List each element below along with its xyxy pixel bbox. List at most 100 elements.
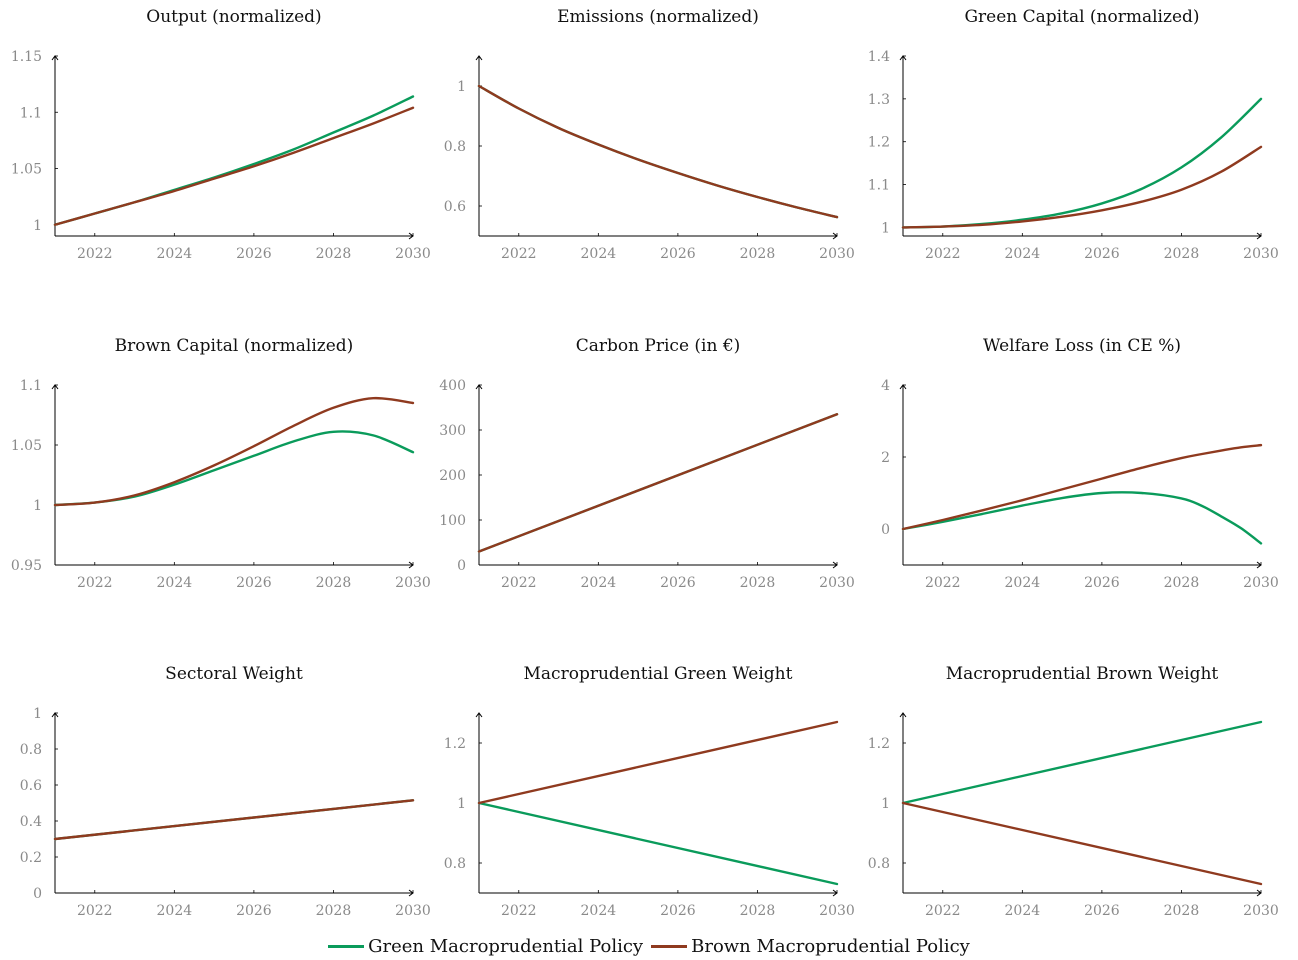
series-line-brown <box>477 720 839 805</box>
x-tick-label: 2022 <box>501 575 537 591</box>
chart-panel-1: Output (normalized) 2022 2024 2026 2028 2030 1… <box>11 7 431 262</box>
legend-item-brown: Brown Macroprudential Policy <box>651 936 970 957</box>
x-tick-label: 2024 <box>581 575 617 591</box>
series-line-brown <box>901 801 1263 886</box>
x-tick-label: 2024 <box>157 575 193 591</box>
chart-panel-3: Green Capital (normalized) 2022 2024 2026 20… <box>868 7 1279 262</box>
y-tick-label: 0 <box>457 558 466 574</box>
x-tick-label: 2030 <box>1243 246 1279 262</box>
chart-title: Macroprudential Green Weight <box>524 664 793 684</box>
y-tick-label: 1.2 <box>444 736 466 752</box>
legend: Green Macroprudential Policy Brown Macro… <box>0 932 1298 960</box>
series-line-brown <box>53 799 415 841</box>
chart-title: Brown Capital (normalized) <box>115 336 354 356</box>
x-tick-label: 2028 <box>740 903 776 919</box>
x-tick-label: 2022 <box>925 575 961 591</box>
x-tick-label: 2028 <box>1164 246 1200 262</box>
series-line-green <box>53 95 415 226</box>
chart-panel-8: Macroprudential Green Weight 2022 2024 2026… <box>444 664 855 919</box>
y-tick-label: 200 <box>439 468 466 484</box>
y-tick-label: 1.15 <box>11 49 42 65</box>
x-tick-label: 2022 <box>925 246 961 262</box>
legend-item-green: Green Macroprudential Policy <box>328 936 643 957</box>
chart-panel-9: Macroprudential Brown Weight 2022 2024 2026… <box>868 664 1279 919</box>
x-tick-label: 2030 <box>395 246 431 262</box>
x-tick-label: 2026 <box>1084 246 1120 262</box>
series-line-brown <box>53 106 415 226</box>
chart-title: Welfare Loss (in CE %) <box>983 336 1181 356</box>
x-tick-label: 2028 <box>1164 575 1200 591</box>
y-tick-label: 1.4 <box>868 49 890 65</box>
x-tick-label: 2024 <box>1005 246 1041 262</box>
x-tick-label: 2022 <box>501 903 537 919</box>
y-tick-label: 1.1 <box>20 378 42 394</box>
series-line-green <box>901 720 1263 805</box>
y-tick-label: 4 <box>881 378 890 394</box>
x-tick-label: 2026 <box>660 575 696 591</box>
x-tick-label: 2022 <box>925 903 961 919</box>
chart-panel-4: Brown Capital (normalized) 2022 2024 2026 20… <box>11 336 431 591</box>
series-line-green <box>901 491 1263 545</box>
y-tick-label: 0.8 <box>20 742 42 758</box>
x-tick-label: 2030 <box>819 246 855 262</box>
chart-title: Emissions (normalized) <box>557 7 759 27</box>
legend-label-green: Green Macroprudential Policy <box>368 935 644 957</box>
y-tick-label: 1 <box>33 218 42 234</box>
chart-title: Macroprudential Brown Weight <box>946 664 1219 684</box>
legend-label-brown: Brown Macroprudential Policy <box>691 935 970 957</box>
x-tick-label: 2030 <box>1243 903 1279 919</box>
legend-swatch-green <box>328 944 365 948</box>
y-tick-label: 0.8 <box>444 856 466 872</box>
y-tick-label: 0.6 <box>444 199 466 215</box>
x-tick-label: 2028 <box>740 575 776 591</box>
y-tick-label: 2 <box>881 450 890 466</box>
series-line-brown <box>53 396 415 507</box>
x-tick-label: 2028 <box>316 575 352 591</box>
y-tick-label: 300 <box>439 423 466 439</box>
y-tick-label: 100 <box>439 513 466 529</box>
x-tick-label: 2022 <box>77 903 113 919</box>
y-tick-label: 1 <box>457 796 466 812</box>
chart-panel-7: Sectoral Weight 2022 2024 2026 2028 2030 0 0.2 0… <box>20 664 431 919</box>
y-axis-arrow <box>899 712 907 718</box>
series-line-brown <box>477 84 839 219</box>
series-line-brown <box>477 413 839 553</box>
x-tick-label: 2028 <box>1164 903 1200 919</box>
chart-title: Carbon Price (in €) <box>576 336 741 356</box>
x-tick-label: 2030 <box>1243 575 1279 591</box>
series-line-brown <box>901 443 1263 531</box>
y-tick-label: 1.05 <box>11 438 42 454</box>
y-tick-label: 1.1 <box>868 178 890 194</box>
x-tick-label: 2024 <box>581 903 617 919</box>
y-tick-label: 400 <box>439 378 466 394</box>
x-tick-label: 2030 <box>395 575 431 591</box>
x-tick-label: 2026 <box>236 246 272 262</box>
series-line-green <box>477 84 839 219</box>
y-tick-label: 1.1 <box>20 105 42 121</box>
x-tick-label: 2024 <box>157 903 193 919</box>
y-tick-label: 0.2 <box>20 850 42 866</box>
y-tick-label: 0.6 <box>20 778 42 794</box>
x-tick-label: 2030 <box>819 903 855 919</box>
x-tick-label: 2024 <box>1005 903 1041 919</box>
y-axis-arrow <box>475 712 483 718</box>
chart-title: Green Capital (normalized) <box>964 7 1199 27</box>
x-tick-label: 2026 <box>1084 903 1120 919</box>
chart-title: Sectoral Weight <box>165 664 303 684</box>
y-tick-label: 0.4 <box>20 814 42 830</box>
y-tick-label: 0 <box>33 886 42 902</box>
y-tick-label: 1 <box>881 796 890 812</box>
x-tick-label: 2024 <box>157 246 193 262</box>
y-tick-label: 1.2 <box>868 135 890 151</box>
chart-panel-6: Welfare Loss (in CE %)2022 2024 2026 2028 20… <box>881 336 1279 591</box>
legend-swatch-brown <box>651 944 688 948</box>
x-tick-label: 2028 <box>316 903 352 919</box>
chart-panel-2: Emissions (normalized) 2022 2024 2026 2028 20… <box>444 7 855 262</box>
x-tick-label: 2026 <box>660 903 696 919</box>
y-tick-label: 1 <box>33 498 42 514</box>
series-line-green <box>53 430 415 507</box>
y-tick-label: 1.3 <box>868 92 890 108</box>
y-tick-label: 1 <box>33 706 42 722</box>
y-tick-label: 1.05 <box>11 162 42 178</box>
